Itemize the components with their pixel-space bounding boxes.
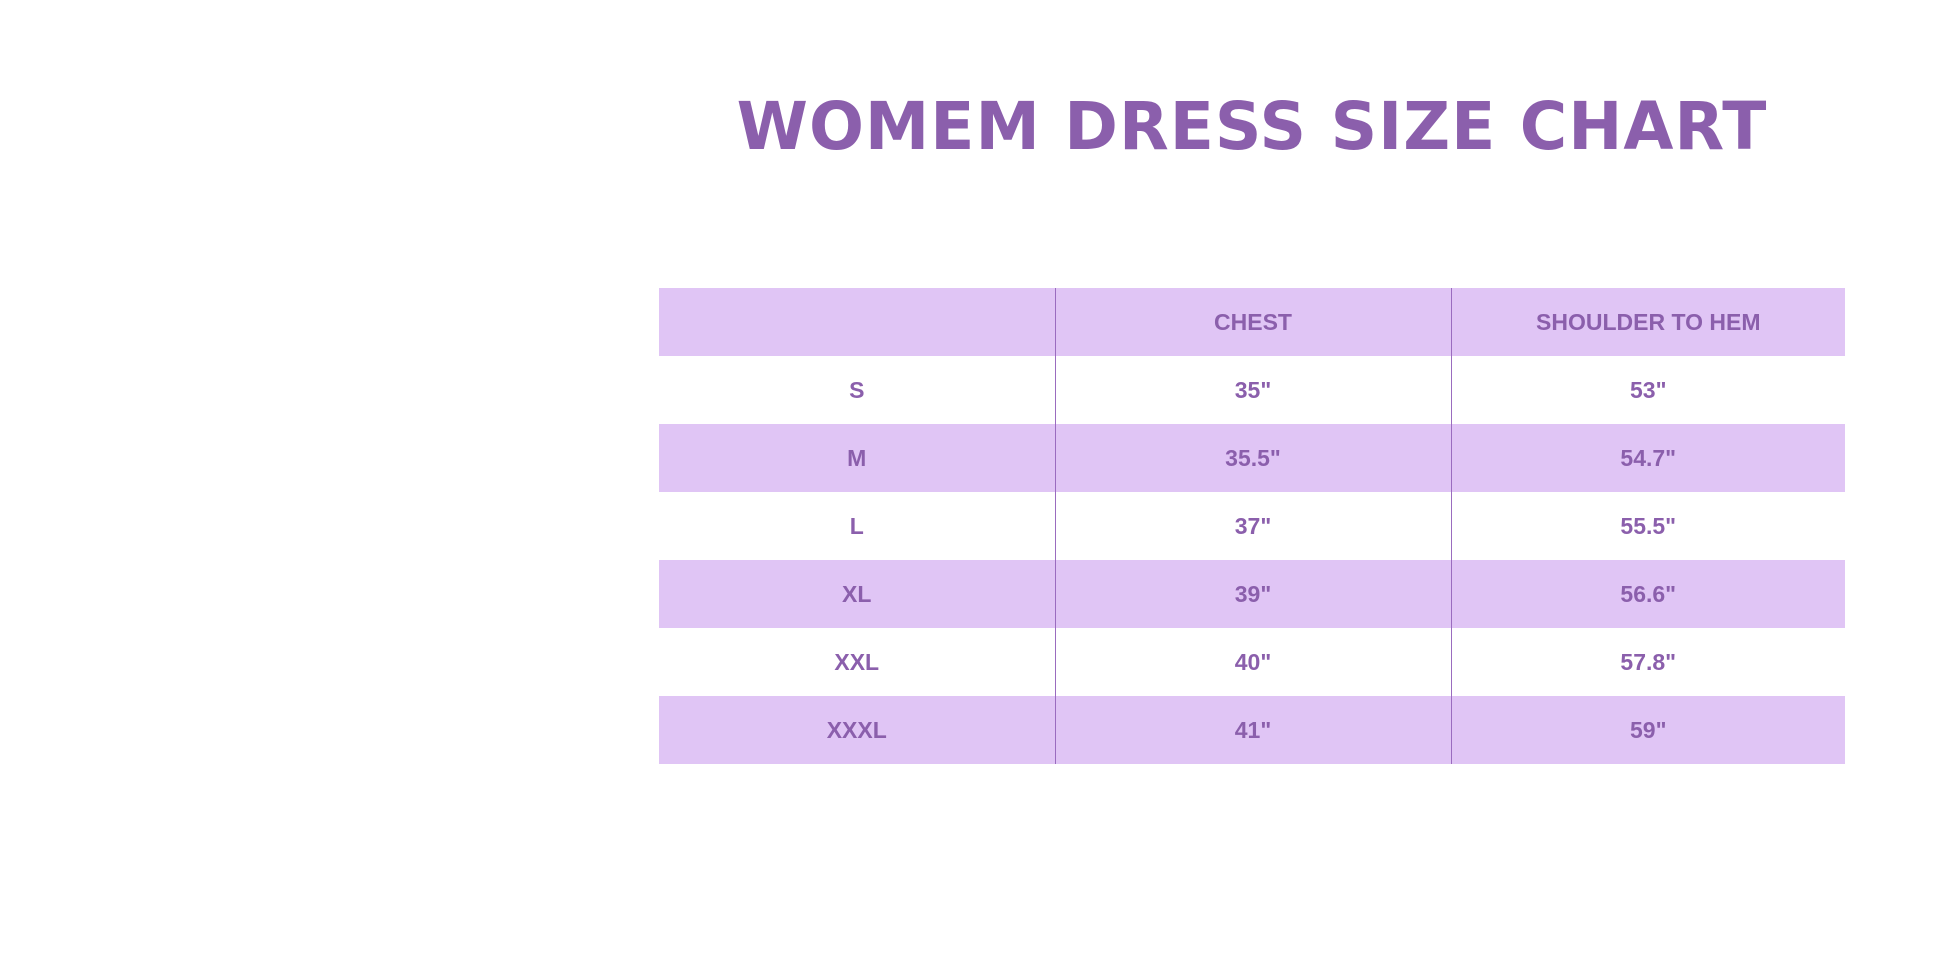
header-chest: CHEST [1054, 288, 1451, 356]
size-cell: S [849, 376, 865, 403]
chest-cell: 35" [1054, 356, 1451, 424]
length-cell: 59" [1450, 696, 1845, 764]
table-row: M 35.5" 54.7" [659, 424, 1845, 492]
table-row: L 37" 55.5" [659, 492, 1845, 560]
table-row: XL 39" 56.6" [659, 560, 1845, 628]
length-cell: 56.6" [1450, 560, 1845, 628]
table-header-row: CHEST SHOULDER TO HEM [659, 288, 1845, 356]
chest-cell: 40" [1054, 628, 1451, 696]
header-shoulder-to-hem: SHOULDER TO HEM [1450, 288, 1845, 356]
size-cell: XXL [834, 648, 880, 675]
table-row: XXXL 41" 59" [659, 696, 1845, 764]
chest-cell: 37" [1054, 492, 1451, 560]
chest-cell: 41" [1054, 696, 1451, 764]
chest-cell: 39" [1054, 560, 1451, 628]
length-cell: 53" [1450, 356, 1845, 424]
length-cell: 54.7" [1450, 424, 1845, 492]
table-row: S 35" 53" [659, 356, 1845, 424]
size-cell: XL [659, 560, 1055, 628]
size-chart-table: CHEST SHOULDER TO HEM S 35" 53" M 35.5" … [659, 288, 1845, 764]
table-row: XXL 40" 57.8" [659, 628, 1845, 696]
chest-cell: 35.5" [1054, 424, 1451, 492]
size-cell: L [849, 512, 864, 539]
length-cell: 55.5" [1450, 492, 1845, 560]
size-cell: XXXL [659, 696, 1055, 764]
header-size [659, 288, 1055, 356]
length-cell: 57.8" [1450, 628, 1845, 696]
size-cell: M [659, 424, 1055, 492]
page-title: WOMEM DRESS SIZE CHART [736, 88, 1768, 165]
